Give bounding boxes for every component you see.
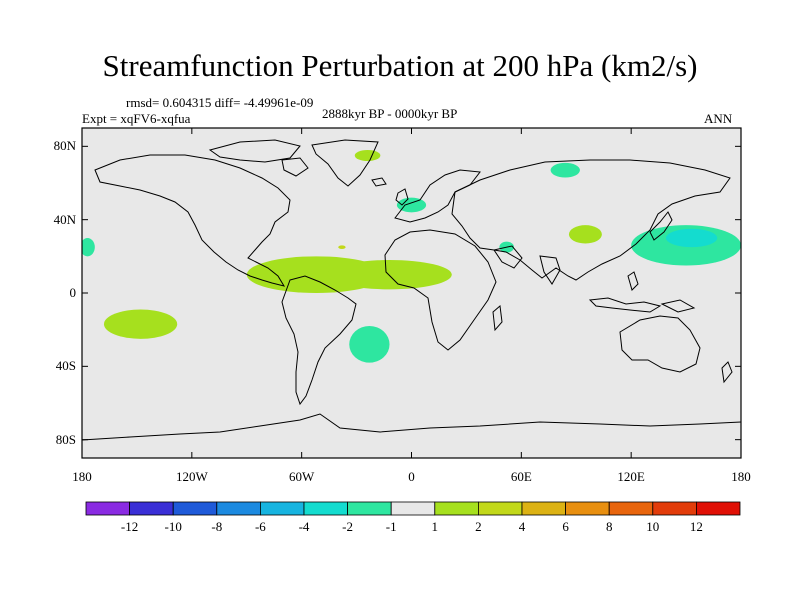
colorbar-label-1: -10: [164, 519, 182, 534]
y-tick-label-4: 80S: [55, 431, 76, 447]
x-tick-label-3: 0: [408, 469, 415, 484]
coastline-south-america: [281, 275, 357, 406]
y-tick-label-1: 40N: [53, 211, 76, 227]
colorbar-swatch-7: [390, 501, 436, 516]
coastline-madagascar: [492, 305, 503, 332]
anomaly-field-layer: [82, 150, 741, 363]
coastline-japan: [649, 211, 673, 241]
x-tick-label-1: 120W: [175, 469, 208, 484]
anomaly-region-6: [396, 197, 427, 213]
colorbar-swatch-2: [172, 501, 218, 516]
coastline-british-isles: [395, 188, 409, 206]
colorbar-label-11: 8: [605, 519, 613, 534]
colorbar-label-10: 6: [562, 519, 569, 534]
x-tick-label-4: 60E: [510, 469, 532, 484]
colorbar-label-0: -12: [120, 519, 139, 534]
anomaly-region-5: [338, 245, 346, 250]
coastline-africa: [384, 229, 497, 351]
season-text: ANN: [704, 111, 733, 126]
colorbar-swatch-10: [521, 501, 566, 516]
colorbar-label-5: -2: [342, 519, 354, 534]
x-tick-label-2: 60W: [289, 469, 315, 484]
chart-title: Streamfunction Perturbation at 200 hPa (…: [102, 48, 698, 83]
y-tick-label-0: 80N: [53, 138, 76, 154]
anomaly-region-12: [665, 228, 718, 248]
coastline-greenland: [311, 139, 379, 187]
coastline-india: [539, 255, 561, 285]
y-tick-label-2: 0: [69, 285, 77, 300]
colorbar-label-3: -6: [254, 519, 266, 534]
x-tick-label-6: 180: [731, 469, 751, 484]
experiment-text: Expt = xqFV6-xqfua: [82, 111, 191, 126]
coastlines: [82, 139, 741, 441]
colorbar-swatch-11: [565, 501, 610, 516]
colorbar-swatch-14: [696, 501, 741, 516]
coastline-new-zealand: [721, 361, 733, 384]
y-tick-label-3: 40S: [55, 358, 76, 374]
colorbar-swatch-9: [477, 501, 523, 516]
colorbar-label-2: -8: [211, 519, 223, 534]
colorbar-label-8: 2: [475, 519, 482, 534]
colorbar-swatch-8: [434, 501, 479, 516]
anomaly-region-1: [327, 260, 452, 290]
stats-text: rmsd= 0.604315 diff= -4.49961e-09: [126, 95, 314, 110]
colorbar-swatch-5: [303, 501, 348, 516]
colorbar-label-6: -1: [385, 519, 397, 534]
coastline-arctic-islands: [208, 139, 301, 163]
anomaly-region-3: [568, 225, 602, 244]
colorbar-swatch-12: [608, 501, 654, 516]
colorbar-label-7: 1: [431, 519, 439, 534]
anomaly-region-10: [82, 238, 95, 257]
period-text: 2888kyr BP - 0000kyr BP: [322, 106, 458, 121]
colorbar-swatch-1: [129, 501, 174, 516]
anomaly-region-2: [354, 150, 381, 161]
axis-ticks: [81, 128, 742, 458]
coastline-iceland: [371, 177, 387, 187]
colorbar-label-9: 4: [518, 519, 526, 534]
coastline-indonesia: [588, 297, 662, 313]
coastline-baffin: [281, 157, 309, 177]
coastline-antarctica: [82, 413, 741, 441]
colorbar: [85, 501, 741, 516]
colorbar-swatch-13: [652, 501, 697, 516]
colorbar-swatch-4: [259, 501, 305, 516]
coastline-philippines: [627, 271, 639, 291]
coastline-new-guinea: [660, 299, 696, 313]
x-tick-label-0: 180: [72, 469, 92, 484]
colorbar-label-4: -4: [298, 519, 310, 534]
anomaly-region-11: [349, 326, 390, 363]
x-tick-label-5: 120E: [617, 469, 645, 484]
colorbar-label-13: 12: [689, 519, 703, 534]
colorbar-label-12: 10: [646, 519, 660, 534]
colorbar-swatch-3: [216, 501, 261, 516]
coastline-north-america: [94, 154, 291, 287]
map-background: [82, 128, 741, 458]
colorbar-swatch-6: [347, 501, 392, 516]
coastline-europe: [394, 169, 481, 223]
anomaly-region-7: [550, 162, 580, 178]
coastline-australia: [619, 315, 701, 373]
anomaly-region-4: [103, 309, 178, 339]
coastline-arabia: [493, 245, 523, 269]
colorbar-swatch-0: [85, 501, 130, 516]
